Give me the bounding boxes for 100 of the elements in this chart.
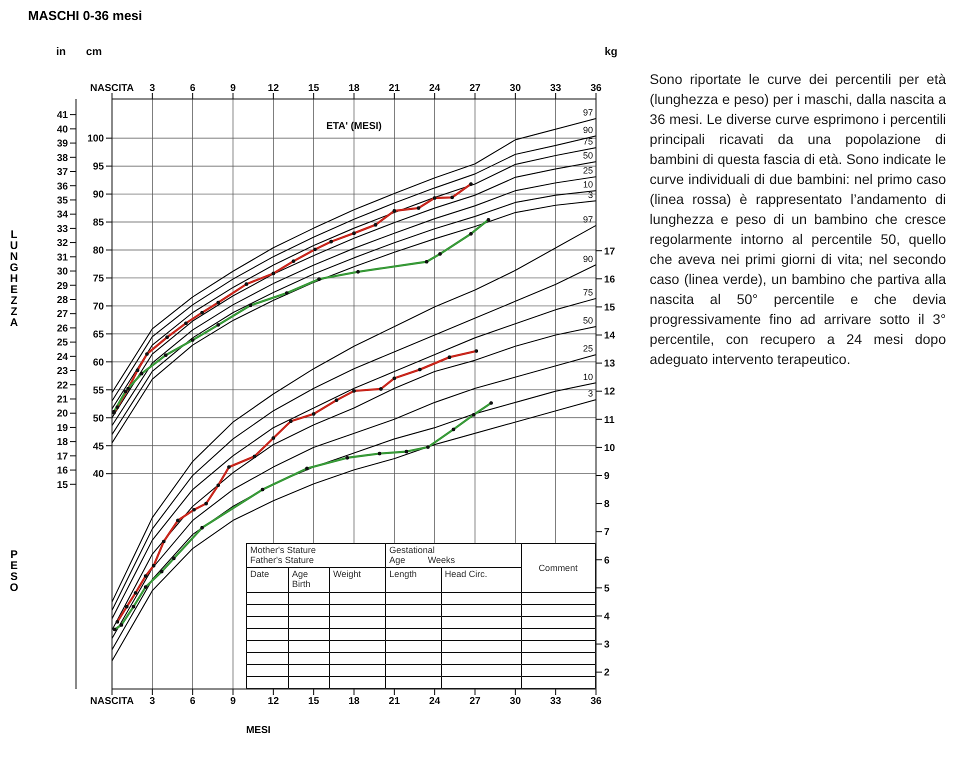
y2-tick-label: 7 [604, 527, 610, 538]
y-tick-label: 65 [92, 329, 104, 340]
y2-tick-label: 3 [604, 640, 610, 651]
x-tick-label: 18 [348, 83, 360, 94]
annotation: Father's Stature [250, 554, 314, 565]
x-tick-label: 15 [308, 83, 320, 94]
series-label: 25 [582, 344, 593, 354]
x2-tick-label: 30 [509, 696, 521, 708]
y2-tick-label: 8 [604, 499, 610, 510]
text: PESO [8, 549, 20, 593]
series-label: 10 [582, 180, 593, 190]
y2-tick-label: 13 [604, 358, 616, 370]
y2-tick-label: 15 [604, 302, 616, 314]
x2-tick-label: 12 [267, 696, 279, 708]
series-label: 97 [582, 108, 593, 118]
y3-tick-label: 19 [56, 422, 68, 434]
annotation: Weeks [428, 554, 456, 565]
x-tick-label: 24 [428, 83, 440, 94]
y3-tick-label: 25 [56, 338, 68, 349]
x2-tick-label: 27 [469, 696, 481, 708]
line-series [112, 401, 493, 632]
annotation: Age [389, 554, 406, 565]
x-tick-label: 9 [230, 83, 236, 94]
annotation: Age [292, 569, 308, 580]
y3-tick-label: 15 [56, 480, 68, 491]
annotation: Length [386, 568, 442, 592]
y3-tick-label: 30 [56, 266, 68, 278]
y3-tick-label: 23 [56, 366, 68, 378]
point [432, 196, 436, 200]
x2-tick-label: 24 [428, 696, 440, 708]
x2-tick-label: 18 [348, 696, 360, 708]
x2-tick-label: NASCITA [90, 696, 134, 708]
series-label: 75 [582, 287, 593, 298]
point [271, 272, 275, 276]
y3-tick-label: 26 [56, 323, 68, 334]
annotation: Comment [521, 543, 596, 592]
series-label: 3 [588, 388, 593, 399]
x-axis-title: ETA' (MESI) [326, 121, 382, 132]
y-tick-label: 85 [92, 218, 104, 229]
x-tick-label: 36 [590, 83, 602, 94]
y-axis-title: cm [86, 46, 102, 58]
y2-tick-label: 9 [604, 471, 610, 482]
y3-tick-label: 18 [56, 437, 68, 448]
annotation: Weight [330, 568, 386, 592]
point [472, 412, 476, 417]
y3-tick-label: 36 [56, 181, 68, 192]
x-tick-label: 30 [509, 83, 521, 94]
y2-axis-title: kg [604, 46, 618, 58]
y3-tick-label: 33 [56, 224, 68, 235]
y3-tick-label: 22 [56, 380, 68, 392]
y-tick-label: 60 [92, 357, 104, 368]
series-label: 90 [582, 124, 593, 135]
series-label: 3 [588, 190, 593, 200]
y3-tick-label: 27 [56, 309, 68, 320]
y2-tick-label: 17 [604, 246, 616, 258]
x2-tick-label: 36 [590, 696, 602, 708]
x2-tick-label: 15 [308, 696, 320, 708]
y3-tick-label: 37 [56, 167, 68, 178]
x-tick-label: 33 [550, 83, 562, 94]
y-tick-label: 55 [92, 385, 104, 396]
y3-tick-label: 31 [56, 252, 68, 264]
y-tick-label: 100 [86, 134, 104, 145]
x2-tick-label: 21 [388, 696, 400, 708]
series-label: 90 [582, 254, 593, 264]
text: MESI [246, 725, 271, 736]
series-label: 10 [582, 372, 593, 382]
y3-tick-label: 21 [56, 394, 68, 406]
y-tick-label: 95 [92, 162, 104, 173]
y3-tick-label: 28 [56, 295, 68, 306]
y-tick-label: 70 [92, 301, 104, 312]
y2-tick-label: 16 [604, 274, 616, 286]
y3-tick-label: 38 [56, 152, 68, 164]
series-label: 97 [582, 214, 593, 224]
y3-tick-label: 39 [56, 138, 68, 150]
line-series [112, 218, 490, 414]
y-tick-label: 50 [92, 413, 104, 424]
series-label: 25 [582, 166, 593, 176]
y2-tick-label: 4 [604, 612, 610, 622]
y2-tick-label: 5 [604, 583, 610, 594]
annotation: Gestational [389, 544, 435, 555]
series-label: 50 [582, 150, 593, 161]
annotation: Birth [292, 579, 310, 590]
y2-tick-label: 14 [604, 330, 616, 342]
y-tick-label: 40 [92, 469, 104, 480]
x2-tick-label: 33 [550, 696, 562, 708]
chart-title: MASCHI 0-36 mesi [28, 8, 144, 23]
y-tick-label: 90 [92, 190, 104, 201]
x-tick-label: 6 [190, 83, 196, 94]
y3-tick-label: 32 [56, 238, 68, 250]
x-tick-label: NASCITA [90, 83, 134, 94]
x2-tick-label: 9 [230, 696, 236, 708]
y3-axis-title: in [56, 46, 66, 58]
annotation: Head Circ. [441, 568, 521, 592]
y3-tick-label: 40 [56, 124, 68, 136]
y3-tick-label: 20 [56, 408, 68, 420]
text: Sono riportate le curve dei percentili per età (lunghezza e peso) per i maschi, dalla nascita a 36 mesi. Le diverse curve esprimono i percentili principali ricavati da una popolazione di bambini di questa fascia di età. Sono indicate le curve individuali di due bambini: nel primo caso (linea rossa) è rappresentato l’andamento di lunghezza e peso di un bambino che cresce regolarmente intorno al percentile 50, quello che aveva nei primi giorni di vita; nel secondo caso (linea verde), un bambino che partiva alla nascita al 50° percentile e che devia progressivamente fino ad arrivare sotto il 3° percentile, con recupero a 24 mesi dopo adeguato intervento terapeutico. [650, 71, 946, 367]
y3-tick-label: 41 [56, 110, 68, 122]
y3-tick-label: 24 [56, 352, 68, 363]
series-label: 50 [582, 316, 593, 326]
y3-tick-label: 16 [56, 466, 68, 477]
